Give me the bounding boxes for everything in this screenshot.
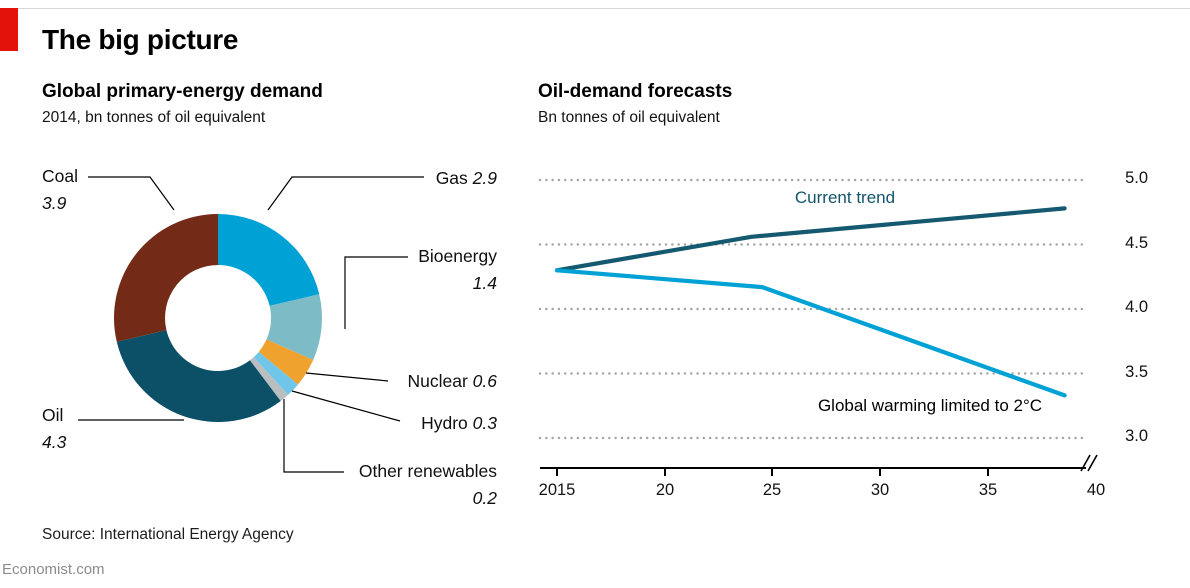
axis-break-icon (1080, 454, 1098, 472)
x-tick-35: 35 (978, 481, 998, 499)
donut-title: Global primary-energy demand (42, 81, 323, 102)
donut-segment-coal (113, 214, 218, 342)
donut-segment-nuclear (258, 339, 314, 385)
donut-segment-gas (218, 214, 320, 306)
donut-segment-hydro (253, 351, 299, 395)
donut-chart (113, 214, 323, 422)
donut-label-nuclear: Nuclear 0.6 (407, 368, 497, 395)
donut-label-nuclear-name: Nuclear (407, 371, 468, 391)
leader-line-gas (267, 176, 424, 211)
x-tick-30: 30 (870, 481, 890, 499)
annotation-current-trend: Current trend (794, 188, 896, 207)
donut-label-hydro-name: Hydro (421, 413, 468, 433)
x-tick-40: 40 (1086, 481, 1106, 499)
leader-line-bioenergy (344, 256, 408, 329)
site-credit: Economist.com (2, 561, 105, 578)
donut-label-gas-name: Gas (435, 168, 468, 188)
donut-label-bioenergy-value: 1.4 (472, 273, 497, 293)
donut-label-coal: Coal 3.9 (42, 163, 78, 217)
donut-segment-other-renewables (249, 357, 289, 401)
y-tick-4.0: 4.0 (1125, 298, 1148, 316)
donut-label-hydro-value: 0.3 (472, 413, 497, 433)
donut-label-bioenergy-name: Bioenergy (418, 246, 497, 266)
y-tick-5.0: 5.0 (1125, 169, 1148, 187)
donut-label-gas-value: 2.9 (472, 168, 497, 188)
leader-line-hydro (291, 390, 401, 422)
x-tick-20: 20 (655, 481, 675, 499)
forecast-lines (554, 206, 1067, 398)
donut-segment-oil (116, 330, 281, 422)
y-tick-3.5: 3.5 (1125, 363, 1148, 381)
donut-label-coal-name: Coal (42, 166, 78, 186)
annotation-two-degrees: Global warming limited to 2°C (817, 396, 1043, 415)
y-tick-4.5: 4.5 (1125, 234, 1148, 252)
donut-label-oil-value: 4.3 (42, 432, 67, 452)
donut-subtitle: 2014, bn tonnes of oil equivalent (42, 109, 266, 126)
donut-label-other-renewables-name: Other renewables (358, 461, 497, 481)
leader-line-nuclear (305, 372, 389, 382)
series-line-two-degrees (554, 268, 1067, 398)
brand-red-block (0, 8, 18, 51)
line-chart-title: Oil-demand forecasts (538, 81, 733, 102)
x-tick-2015: 2015 (538, 481, 576, 499)
donut-label-other-renewables: Other renewables 0.2 (359, 458, 497, 512)
donut-label-hydro: Hydro 0.3 (421, 410, 497, 437)
y-tick-3.0: 3.0 (1125, 427, 1148, 445)
top-rule (0, 8, 1190, 9)
donut-label-bioenergy: Bioenergy 1.4 (418, 243, 497, 297)
x-tick-25: 25 (762, 481, 782, 499)
donut-label-oil: Oil 4.3 (42, 402, 66, 456)
x-axis (540, 454, 1098, 476)
leader-line-coal (88, 176, 175, 211)
line-chart-subtitle: Bn tonnes of oil equivalent (538, 109, 720, 126)
donut-label-oil-name: Oil (42, 405, 64, 425)
leader-line-other-renewables (283, 399, 344, 473)
donut-label-coal-value: 3.9 (42, 193, 67, 213)
donut-segment-bioenergy (266, 294, 323, 361)
source-note: Source: International Energy Agency (42, 526, 294, 543)
donut-label-other-renewables-value: 0.2 (472, 488, 497, 508)
page-title: The big picture (42, 24, 239, 55)
donut-label-gas: Gas 2.9 (436, 165, 497, 192)
series-line-current-trend (554, 206, 1067, 273)
leader-lines (78, 176, 424, 473)
donut-label-nuclear-value: 0.6 (472, 371, 497, 391)
